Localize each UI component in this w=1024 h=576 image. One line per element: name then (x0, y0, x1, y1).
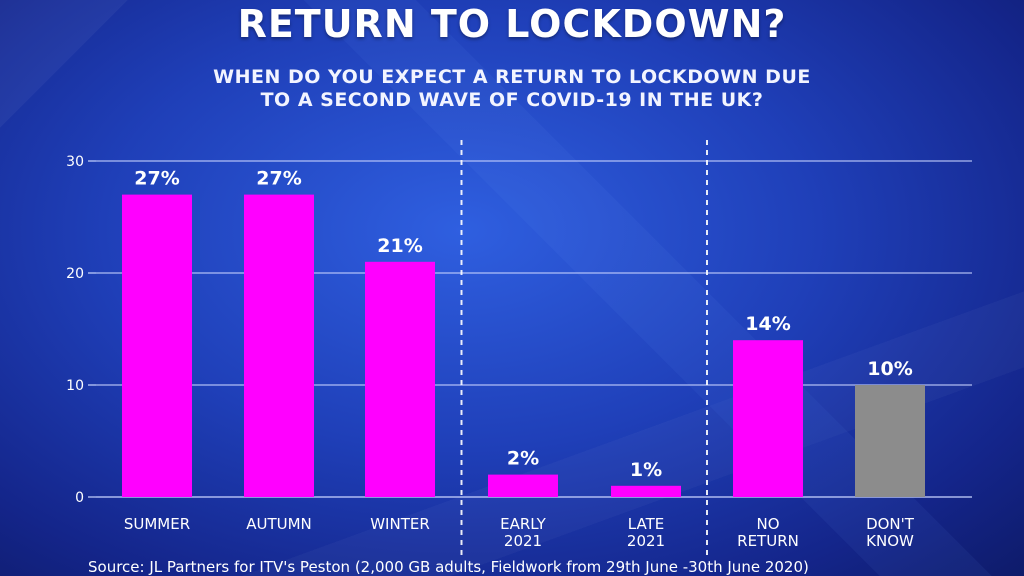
x-tick-label: LATE (628, 515, 664, 533)
data-label: 21% (377, 235, 422, 257)
data-label: 14% (745, 313, 790, 335)
data-label: 27% (134, 168, 179, 190)
data-label: 2% (507, 448, 539, 470)
data-label: 10% (867, 358, 912, 380)
chart-subtitle: WHEN DO YOU EXPECT A RETURN TO LOCKDOWN … (0, 66, 1024, 112)
bar (488, 474, 558, 497)
bar (122, 194, 192, 497)
subtitle-line-2: TO A SECOND WAVE OF COVID-19 IN THE UK? (260, 89, 764, 111)
y-tick-label: 30 (66, 154, 84, 170)
source-note: Source: JL Partners for ITV's Peston (2,… (88, 558, 809, 576)
chart-title: RETURN TO LOCKDOWN? (237, 2, 787, 46)
y-tick-label: 10 (66, 378, 84, 394)
bar (855, 385, 925, 497)
y-tick-label: 20 (66, 266, 84, 282)
y-tick-label: 0 (75, 490, 84, 506)
data-label: 27% (256, 168, 301, 190)
x-tick-label: 2021 (504, 532, 542, 550)
x-tick-label: EARLY (500, 515, 547, 533)
x-tick-label: NO (756, 515, 779, 533)
x-tick-label: WINTER (370, 515, 430, 533)
x-tick-label: KNOW (866, 532, 914, 550)
x-tick-label: AUTUMN (246, 515, 312, 533)
bar (733, 340, 803, 497)
bar (244, 194, 314, 497)
x-tick-label: RETURN (737, 532, 799, 550)
bar (611, 485, 681, 497)
data-label: 1% (630, 459, 662, 481)
x-tick-label: DON'T (866, 515, 915, 533)
x-tick-label: SUMMER (124, 515, 190, 533)
bar (365, 261, 435, 497)
subtitle-line-1: WHEN DO YOU EXPECT A RETURN TO LOCKDOWN … (213, 66, 811, 88)
x-tick-label: 2021 (627, 532, 665, 550)
